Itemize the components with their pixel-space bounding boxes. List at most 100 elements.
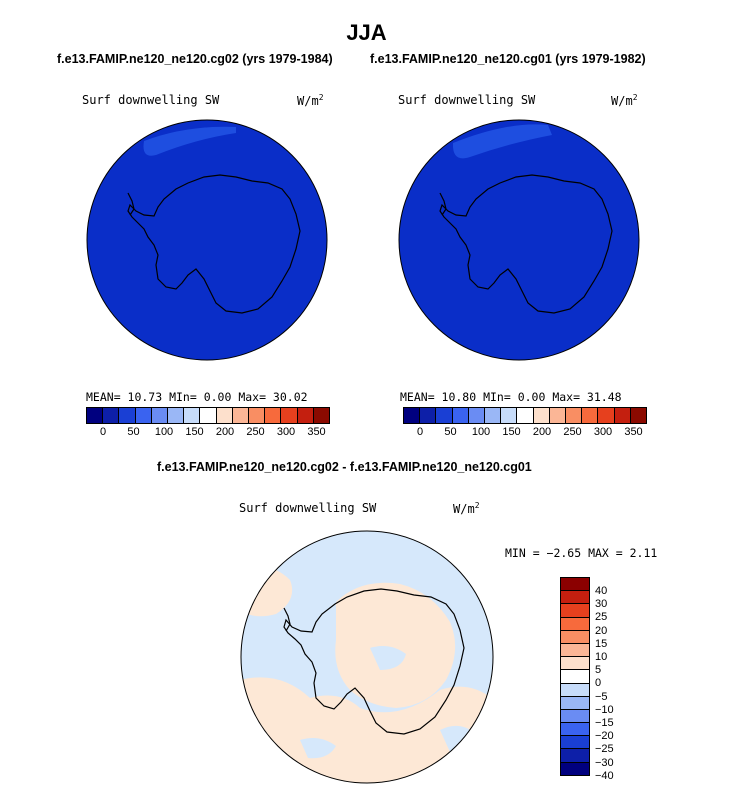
colorbar-swatch — [249, 408, 266, 423]
diff-variable-label: Surf downwelling SW — [239, 501, 377, 515]
colorbar-tick-label: 250 — [563, 426, 582, 438]
colorbar-swatch — [485, 408, 502, 423]
colorbar-tick-label: 200 — [215, 426, 235, 438]
colorbar-swatch — [561, 617, 589, 631]
colorbar-tick-label: 250 — [246, 426, 265, 438]
colorbar-swatch — [561, 723, 589, 737]
colorbar-tick-label: 20 — [595, 624, 608, 637]
colorbar-swatch — [561, 578, 589, 592]
colorbar-swatch — [135, 408, 152, 423]
colorbar-swatch — [501, 408, 518, 423]
colorbar-tick-label: 100 — [154, 426, 174, 438]
left-variable-label: Surf downwelling SW — [82, 93, 220, 107]
colorbar-swatch — [517, 408, 534, 423]
colorbar-swatch — [630, 408, 647, 423]
colorbar-swatch — [561, 604, 589, 618]
colorbar-tick-label: 150 — [185, 426, 204, 438]
colorbar-swatch — [232, 408, 250, 423]
colorbar-swatch — [561, 591, 589, 605]
left-antarctica-coastline — [127, 174, 301, 314]
colorbar-swatch — [561, 736, 589, 750]
colorbar-tick-label: 150 — [502, 426, 521, 438]
colorbar-swatch — [436, 408, 453, 423]
colorbar-swatch — [561, 696, 589, 710]
colorbar-swatch — [168, 408, 185, 423]
colorbar-swatch — [561, 630, 589, 644]
left-polar-map — [86, 119, 328, 361]
diff-colorbar-swatches — [560, 577, 590, 776]
left-peninsula-coastline — [127, 192, 135, 216]
colorbar-swatch — [404, 408, 421, 423]
colorbar-tick-label: 30 — [595, 598, 608, 611]
diff-colorbar: 40 30 25 20 15 10 5 0 −5 −10 −15 −20 −25 −30 −40 — [560, 577, 614, 782]
colorbar-tick-label: −15 — [595, 717, 614, 729]
colorbar-tick-label: 5 — [595, 664, 602, 677]
colorbar-swatch — [582, 408, 599, 423]
left-colorbar: 0 50 100 150 200 250 300 350 — [86, 407, 330, 438]
colorbar-tick-label: 350 — [307, 426, 326, 438]
colorbar-swatch — [452, 408, 469, 423]
colorbar-swatch — [549, 408, 567, 423]
colorbar-swatch — [561, 762, 589, 775]
colorbar-tick-label: 300 — [593, 426, 613, 438]
diff-antarctica-coastline — [283, 588, 465, 735]
colorbar-swatch — [119, 408, 136, 423]
colorbar-swatch — [200, 408, 217, 423]
colorbar-swatch — [151, 408, 169, 423]
colorbar-tick-label: 100 — [471, 426, 491, 438]
right-polar-map — [398, 119, 640, 361]
left-units: W/m2 — [297, 93, 324, 108]
colorbar-tick-label: 50 — [444, 426, 457, 438]
colorbar-swatch — [281, 408, 298, 423]
colorbar-tick-label: 40 — [595, 585, 608, 597]
diff-polar-map — [240, 530, 494, 784]
colorbar-tick-label: −20 — [595, 730, 614, 743]
left-colorbar-swatches — [86, 407, 330, 424]
colorbar-swatch — [468, 408, 486, 423]
diff-minmax: MIN = −2.65 MAX = 2.11 — [505, 546, 658, 560]
diff-positive-region-south — [241, 677, 493, 783]
colorbar-tick-label: 0 — [99, 426, 107, 438]
colorbar-swatch — [561, 683, 589, 697]
diff-units: W/m2 — [453, 501, 480, 516]
colorbar-tick-label: 25 — [595, 611, 608, 624]
colorbar-tick-label: 50 — [127, 426, 140, 438]
left-map-field — [87, 120, 327, 360]
right-bright-patch — [452, 124, 552, 159]
colorbar-tick-label: −10 — [595, 703, 614, 716]
colorbar-swatch — [561, 670, 589, 684]
colorbar-tick-label: −30 — [595, 756, 614, 769]
colorbar-swatch — [265, 408, 282, 423]
colorbar-tick-label: 15 — [595, 637, 608, 650]
colorbar-swatch — [533, 408, 550, 423]
colorbar-tick-label: −40 — [595, 769, 614, 782]
diff-case-title: f.e13.FAMIP.ne120_ne120.cg02 - f.e13.FAM… — [157, 460, 532, 474]
colorbar-tick-label: 0 — [595, 677, 602, 690]
colorbar-swatch — [561, 709, 589, 724]
colorbar-tick-label: 10 — [595, 651, 608, 663]
diff-positive-region-continent — [335, 582, 456, 708]
right-peninsula-coastline — [439, 192, 447, 216]
right-map-border — [398, 119, 640, 361]
diff-negative-patch-interior — [370, 646, 406, 670]
colorbar-swatch — [598, 408, 615, 423]
right-colorbar-swatches — [403, 407, 647, 424]
left-stats: MEAN= 10.73 MIn= 0.00 Max= 30.02 — [86, 390, 308, 404]
figure-title: JJA — [346, 20, 387, 45]
diff-negative-patch-s — [300, 738, 336, 759]
diff-peninsula-coastline — [283, 607, 291, 632]
right-map-field — [399, 120, 639, 360]
colorbar-tick-label: −25 — [595, 743, 614, 756]
left-map-border — [86, 119, 328, 361]
colorbar-tick-label: 300 — [276, 426, 296, 438]
colorbar-swatch — [297, 408, 314, 423]
colorbar-swatch — [614, 408, 631, 423]
colorbar-tick-label: 0 — [416, 426, 424, 438]
right-variable-label: Surf downwelling SW — [398, 93, 536, 107]
colorbar-tick-label: 200 — [532, 426, 552, 438]
colorbar-swatch — [103, 408, 120, 423]
colorbar-swatch — [216, 408, 233, 423]
colorbar-swatch — [313, 408, 330, 423]
colorbar-tick-label: 350 — [624, 426, 643, 438]
colorbar-tick-label: −5 — [595, 690, 608, 703]
